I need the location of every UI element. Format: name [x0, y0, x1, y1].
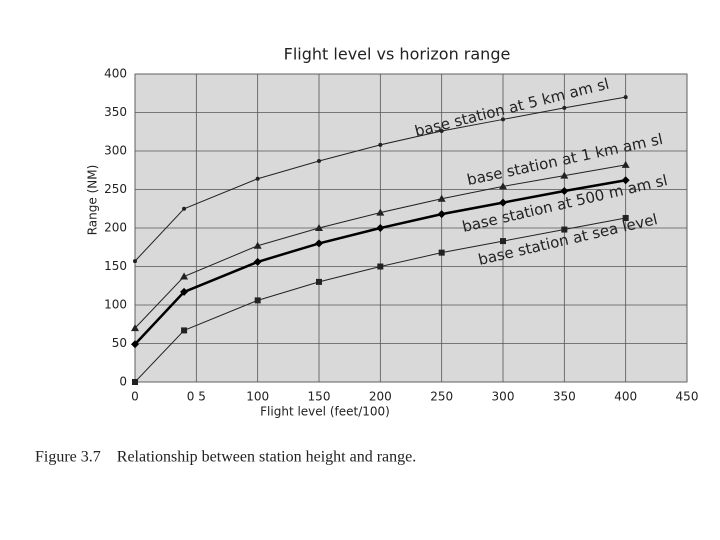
point [315, 224, 323, 231]
y-tick-label: 50 [112, 336, 127, 350]
y-tick-label: 0 [119, 375, 127, 389]
x-tick-label: 400 [614, 390, 637, 404]
x-tick-label: 450 [676, 390, 699, 404]
y-tick-label: 350 [104, 105, 127, 119]
caption: Figure 3.7 Relationship between station … [35, 449, 416, 466]
point [316, 278, 322, 285]
y-tick-label: 250 [104, 182, 127, 196]
point [315, 239, 323, 248]
point [560, 187, 569, 196]
point [376, 208, 385, 216]
point [499, 198, 507, 207]
point [560, 171, 569, 179]
x-tick-label: 250 [430, 390, 453, 404]
point [562, 105, 567, 110]
point [622, 214, 629, 221]
point [623, 95, 628, 100]
y-tick-label: 100 [104, 298, 127, 312]
point [437, 194, 446, 202]
point [131, 340, 139, 349]
point [621, 176, 630, 185]
point [181, 327, 188, 334]
point [376, 224, 385, 232]
point [377, 263, 384, 270]
point [561, 226, 568, 233]
x-tick-label: 150 [308, 390, 331, 404]
point [131, 324, 139, 332]
x-tick-label: 300 [492, 390, 515, 404]
x-axis-label: Flight level (feet/100) [260, 405, 390, 419]
point [438, 249, 445, 256]
x-tick-label: 100 [246, 390, 269, 404]
point [182, 206, 187, 211]
x-tick-label: 200 [369, 390, 392, 404]
y-tick-label: 300 [104, 144, 127, 158]
x-tick-label: 0 [131, 390, 139, 404]
point [439, 128, 444, 133]
y-tick-label: 200 [104, 221, 127, 235]
y-tick-label: 150 [104, 259, 127, 273]
point [133, 259, 137, 264]
point [621, 160, 630, 168]
point [254, 297, 261, 304]
point [253, 257, 262, 266]
chart-title: Flight level vs horizon range [284, 45, 511, 64]
x-tick-label: 350 [553, 390, 576, 404]
x-tick-label: 0 5 [187, 390, 206, 404]
point [499, 182, 507, 190]
y-axis-label: Range (NM) [86, 165, 100, 236]
point [501, 117, 505, 122]
point [378, 142, 383, 147]
point [255, 176, 260, 181]
point [180, 287, 189, 296]
point [253, 241, 262, 249]
point [132, 379, 138, 385]
point [180, 272, 189, 280]
point [437, 210, 446, 219]
y-tick-label: 400 [104, 67, 127, 81]
point [317, 159, 321, 164]
point [500, 238, 506, 245]
